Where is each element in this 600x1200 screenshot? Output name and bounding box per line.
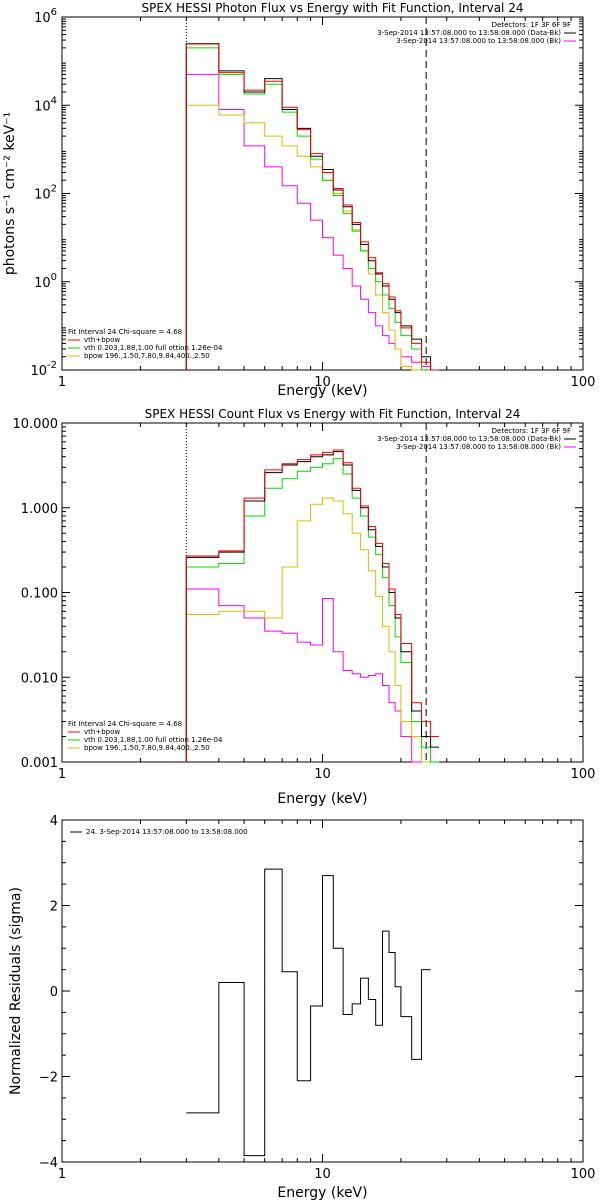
y-tick-base: 10: [34, 276, 51, 291]
y-tick-base: 10: [30, 364, 47, 379]
y-tick-label: 102: [34, 184, 57, 203]
series-total-model-line: [185, 43, 439, 371]
plot-frame: [61, 422, 584, 763]
interval-label: 3-Sep-2014 13:57:08.000 to 13:58:08.000 …: [377, 435, 561, 443]
interval-label: 3-Sep-2014 13:57:08.000 to 13:58:08.000 …: [396, 37, 561, 45]
series-total-model-line: [185, 449, 439, 762]
fit-legend-entry: vth 0.203,1.88,1.00 full ottion 1.26e-04: [84, 736, 223, 744]
y-tick-label: 0.010: [21, 671, 58, 686]
chart-title: SPEX HESSI Photon Flux vs Energy with Fi…: [142, 1, 524, 15]
x-axis-label: Energy (keV): [277, 383, 367, 399]
y-tick-exponent: 4: [51, 95, 57, 106]
y-tick-exponent: -2: [47, 360, 57, 371]
chart-title: SPEX HESSI Count Flux vs Energy with Fit…: [145, 407, 521, 421]
y-tick-label: 0.001: [21, 756, 58, 771]
fit-legend-entry: vth+bpow: [84, 728, 120, 736]
y-tick-base: 10: [34, 11, 51, 26]
fit-legend-entry: vth+bpow: [84, 336, 120, 344]
x-tick-label: 100: [571, 375, 596, 390]
series-background-line: [185, 588, 439, 763]
y-axis-label: Normalized Residuals (sigma): [8, 887, 24, 1095]
x-tick-label: 1: [58, 375, 66, 390]
x-tick-label: 100: [571, 767, 596, 782]
x-tick-label: 1: [58, 1167, 66, 1182]
y-tick-label: 104: [34, 95, 57, 114]
y-tick-label: 10-2: [30, 360, 57, 379]
chart-panel-2: 1 10 100 0.001 0.010 0.100 1.000 10.000 SPEX HES…: [13, 407, 596, 807]
y-tick-base: 10: [34, 188, 51, 203]
fit-legend-title: Fit Interval 24 Chi-square = 4.68: [68, 720, 182, 728]
series-bpow-line: [185, 497, 439, 763]
x-tick-label: 10: [314, 375, 331, 390]
y-tick-exponent: 6: [51, 7, 57, 18]
y-tick-base: 10: [34, 99, 51, 114]
x-axis-label: Energy (keV): [277, 791, 367, 807]
detectors-label: Detectors: 1F 3F 6F 9F: [492, 21, 571, 29]
y-tick-label: 4: [50, 814, 58, 829]
residual-legend-label: 24. 3-Sep-2014 13:57:08.000 to 13:58:08.…: [86, 828, 248, 836]
interval-label: 3-Sep-2014 13:57:08.000 to 13:58:08.000 …: [377, 29, 561, 37]
y-tick-label: 106: [34, 7, 57, 26]
x-tick-label: 10: [314, 1167, 331, 1182]
x-tick-label: 10: [314, 767, 331, 782]
y-tick-label: 100: [34, 272, 57, 291]
detectors-label: Detectors: 1F 3F 6F 9F: [492, 427, 571, 435]
y-tick-label: 0.100: [21, 587, 58, 602]
y-tick-label: 0: [50, 985, 58, 1000]
y-tick-label: 2: [50, 900, 58, 915]
fit-legend-entry: bpow 196.,1.50,7.80,9.84,400.,2.50: [84, 352, 210, 360]
y-tick-label: 1.000: [21, 502, 58, 517]
plot-frame: [61, 16, 584, 371]
y-tick-label: 10.000: [13, 417, 59, 432]
x-tick-label: 1: [58, 767, 66, 782]
chart-panel-3: 1 10 100 −4 −2 0 2 4 Energy (keV) Normalized Resi…: [8, 814, 595, 1200]
series-residuals-line: [186, 868, 431, 1157]
y-axis-label: photons s⁻¹ cm⁻² keV⁻¹: [2, 112, 18, 275]
fit-legend-entry: vth 0.203,1.88,1.00 full ottion 1.26e-04: [84, 344, 223, 352]
fit-legend-title: Fit Interval 24 Chi-square = 4.68: [68, 328, 182, 336]
fit-legend-entry: bpow 196.,1.50,7.80,9.84,400.,2.50: [84, 744, 210, 752]
y-tick-label: −2: [39, 1071, 58, 1086]
x-axis-label: Energy (keV): [277, 1185, 367, 1200]
y-tick-label: −4: [39, 1156, 58, 1171]
x-tick-label: 100: [571, 1167, 596, 1182]
interval-label: 3-Sep-2014 13:57:08.000 to 13:58:08.000 …: [396, 443, 561, 451]
y-tick-exponent: 2: [51, 184, 57, 195]
y-tick-exponent: 0: [51, 272, 57, 283]
